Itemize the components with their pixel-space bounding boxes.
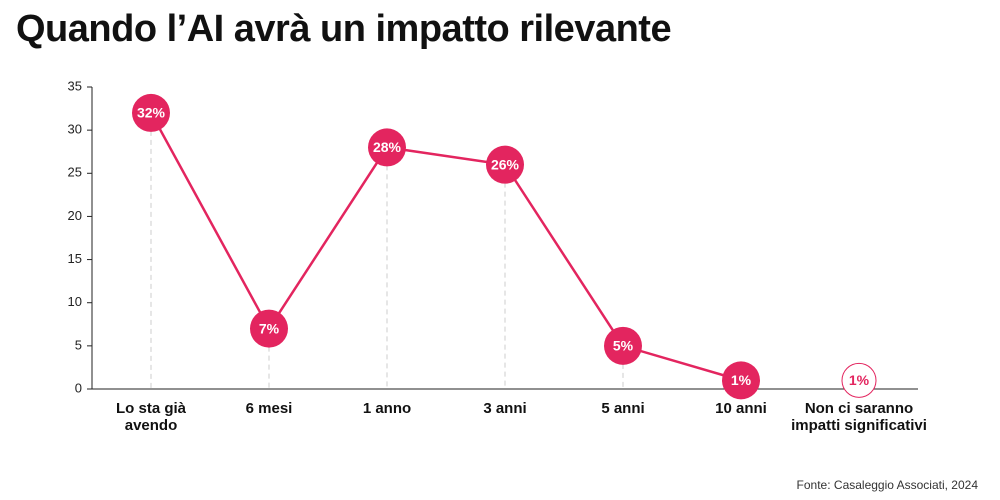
value-label: 1%	[731, 372, 752, 388]
value-label: 26%	[491, 156, 520, 172]
y-tick-label: 20	[68, 208, 82, 223]
point	[604, 326, 642, 365]
y-tick-label: 10	[68, 294, 82, 309]
value-label: 7%	[259, 320, 280, 336]
value-label: 5%	[613, 338, 634, 354]
point	[132, 93, 170, 132]
y-tick-label: 25	[68, 165, 82, 180]
value-label: 28%	[373, 139, 402, 155]
x-tick-label: 3 anni	[483, 400, 527, 417]
value-label: 32%	[137, 105, 166, 121]
point	[841, 362, 877, 398]
y-tick-label: 5	[75, 337, 82, 352]
x-tick-label: Lo sta già avendo	[115, 400, 186, 434]
point	[722, 361, 760, 400]
x-tick-label: 1 anno	[362, 400, 412, 417]
line	[149, 112, 742, 382]
y-tick-label: 30	[68, 122, 82, 137]
point	[250, 309, 288, 348]
x-tick-label: Non ci saranno impatti significativi	[791, 400, 927, 434]
chart-title: Quando l’AI avrà un impatto rilevante	[16, 8, 672, 50]
y-tick-label: 0	[75, 380, 82, 395]
value-label: 1%	[849, 372, 870, 388]
x-tick-label: 5 anni	[601, 400, 645, 417]
x-tick-label: 6 mesi	[245, 400, 293, 417]
y-tick-label: 15	[68, 251, 82, 266]
point	[368, 128, 406, 167]
y-tick-label: 35	[68, 78, 82, 93]
point	[486, 145, 524, 184]
x-tick-label: 10 anni	[715, 400, 767, 417]
source: Fonte: Casaleggio Associati, 2024	[796, 478, 978, 492]
